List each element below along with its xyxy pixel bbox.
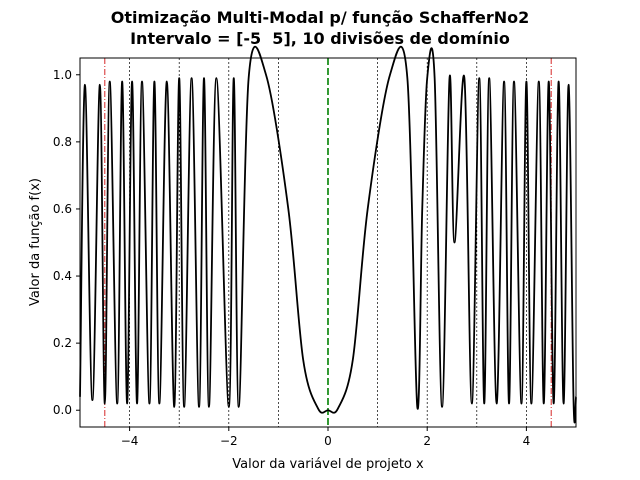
series-line bbox=[79, 45, 577, 424]
y-axis-label: Valor da função f(x) bbox=[28, 178, 43, 306]
x-tick-label: 4 bbox=[523, 434, 531, 448]
reference-lines bbox=[104, 58, 552, 427]
x-tick-label: −4 bbox=[121, 434, 139, 448]
y-tick-label: 0.4 bbox=[53, 269, 72, 283]
y-tick-label: 0.6 bbox=[53, 202, 72, 216]
x-axis-label: Valor da variável de projeto x bbox=[232, 457, 424, 472]
chart-subtitle: Intervalo = [-5 5], 10 divisões de domín… bbox=[130, 29, 510, 48]
y-tick-label: 1.0 bbox=[53, 68, 72, 82]
chart-title: Otimização Multi-Modal p/ função Schaffe… bbox=[110, 8, 530, 27]
y-axis-ticks: 0.0 0.2 0.4 0.6 0.8 1.0 bbox=[53, 68, 80, 417]
x-tick-label: 0 bbox=[324, 434, 332, 448]
y-tick-label: 0.8 bbox=[53, 135, 72, 149]
series-layer bbox=[79, 45, 577, 424]
y-tick-label: 0.2 bbox=[53, 336, 72, 350]
x-tick-label: −2 bbox=[220, 434, 238, 448]
y-tick-label: 0.0 bbox=[53, 403, 72, 417]
x-axis-ticks: −4 −2 0 2 4 bbox=[121, 427, 530, 448]
x-tick-label: 2 bbox=[423, 434, 431, 448]
